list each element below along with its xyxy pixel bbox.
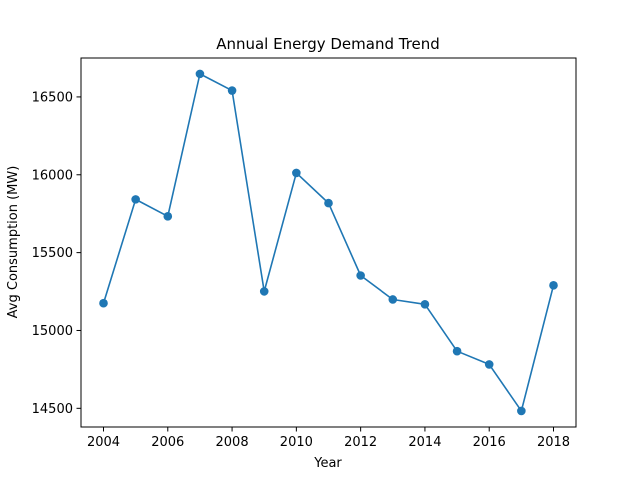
y-tick-label: 15000 (32, 324, 73, 339)
data-point (99, 298, 108, 308)
x-tick-label: 2008 (216, 435, 249, 450)
data-point (131, 195, 140, 204)
x-tick-label: 2014 (408, 435, 441, 450)
data-point (259, 287, 269, 296)
x-axis-label: Year (313, 456, 342, 471)
data-point (356, 271, 365, 280)
x-tick-label: 2006 (151, 435, 184, 450)
chart-title: Annual Energy Demand Trend (216, 35, 440, 53)
y-axis-label: Avg Consumption (MW) (6, 166, 21, 319)
x-tick-label: 2004 (87, 435, 120, 450)
data-point (163, 212, 173, 221)
x-tick-label: 2010 (280, 435, 313, 450)
x-tick-label: 2018 (537, 435, 570, 450)
x-tick-label: 2012 (344, 435, 377, 450)
data-point (388, 295, 398, 304)
data-point (324, 198, 333, 208)
y-tick-label: 16000 (32, 168, 73, 183)
data-point (517, 406, 526, 416)
data-point (292, 168, 301, 178)
y-tick-label: 15500 (32, 246, 73, 261)
x-tick-label: 2016 (473, 435, 506, 450)
axes-frame (80, 57, 577, 428)
plot-area: 2004 2006 2008 2010 2012 2014 2016 2018 14500 150… (32, 57, 577, 450)
data-point (420, 300, 430, 309)
y-tick-label: 16500 (32, 90, 73, 105)
y-tick-label: 14500 (32, 402, 73, 417)
data-point (549, 281, 558, 290)
data-point (195, 69, 205, 79)
data-point (452, 346, 462, 356)
data-point (484, 360, 494, 369)
data-point (227, 86, 237, 95)
